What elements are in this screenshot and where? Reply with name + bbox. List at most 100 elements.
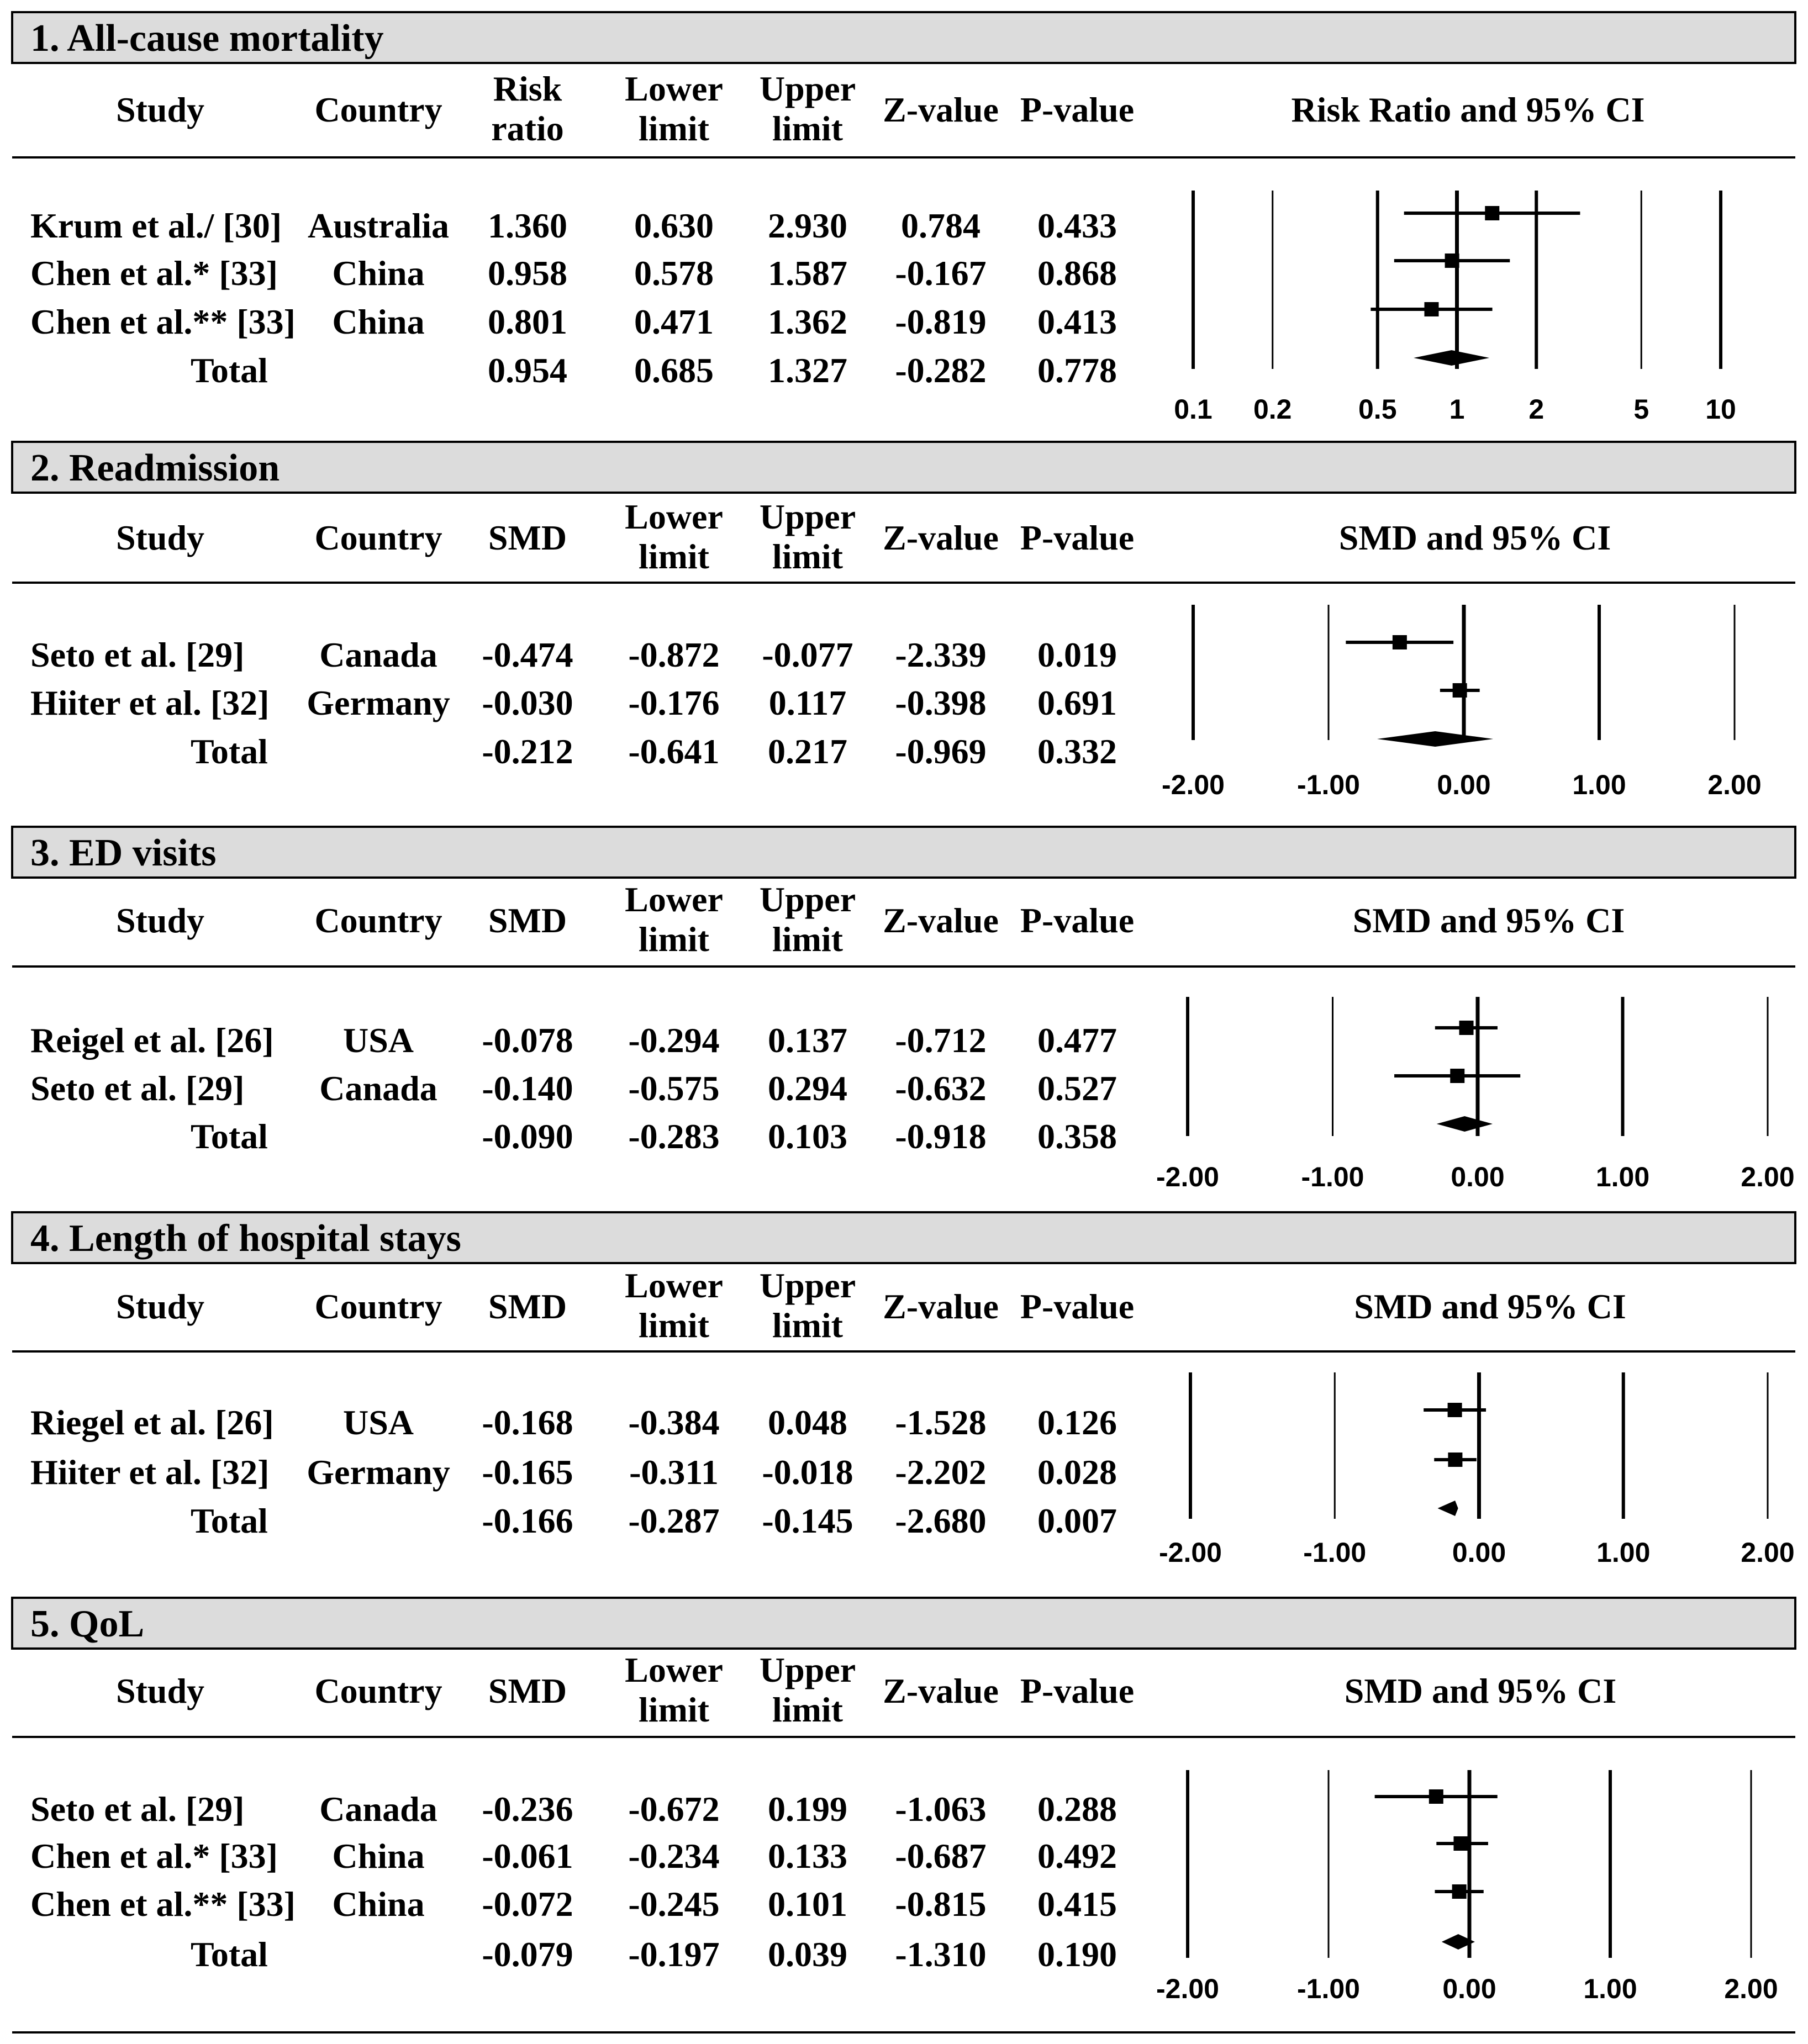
- p-value: 0.691: [1037, 683, 1117, 722]
- pooled-diamond: [1414, 350, 1490, 366]
- header-line: Risk: [493, 69, 562, 108]
- z-value: 0.784: [901, 206, 981, 245]
- tick-label: 0.5: [1358, 394, 1397, 425]
- study-name: Seto et al. [29]: [30, 635, 244, 674]
- point-estimate: [1392, 635, 1407, 649]
- tick-label: -2.00: [1156, 1973, 1219, 2004]
- p-value: 0.477: [1037, 1021, 1117, 1060]
- tick-label: -2.00: [1159, 1537, 1222, 1568]
- upper-limit-value: 2.930: [768, 206, 847, 245]
- tick-label: 1.00: [1572, 769, 1626, 800]
- tick-label: 2.00: [1724, 1973, 1778, 2004]
- header-line: Lower: [625, 1266, 723, 1305]
- lower-limit-value: -0.197: [628, 1935, 719, 1974]
- header-line: limit: [772, 1690, 844, 1729]
- country: Australia: [308, 206, 449, 245]
- header-study: Study: [116, 518, 204, 557]
- table-row: Riegel et al. [26] USA -0.168 -0.384 0.048 -1…: [30, 1403, 1117, 1442]
- total-label: Total: [191, 1501, 268, 1540]
- table-row: Seto et al. [29] Canada -0.140 -0.575 0.294 -…: [30, 1069, 1117, 1108]
- p-value: 0.126: [1037, 1403, 1117, 1442]
- total-label: Total: [191, 1935, 268, 1974]
- p-value: 0.413: [1037, 302, 1117, 341]
- header-line: Upper: [760, 69, 856, 108]
- tick-label: 2: [1528, 394, 1544, 425]
- header-country: Country: [314, 901, 442, 940]
- lower-limit-value: -0.384: [628, 1403, 719, 1442]
- header-line: Lower: [625, 880, 723, 919]
- header-country: Country: [314, 1671, 442, 1710]
- p-value: 0.019: [1037, 635, 1117, 674]
- header-line: Upper: [760, 1266, 856, 1305]
- tick-label: 0.1: [1174, 394, 1213, 425]
- lower-limit-value: 0.578: [634, 253, 714, 293]
- point-estimate: [1452, 1884, 1467, 1899]
- header-upper-limit: Upper limit: [760, 69, 856, 148]
- tick-label: 2.00: [1707, 769, 1761, 800]
- header-line: limit: [639, 1306, 710, 1345]
- pooled-diamond: [1441, 1934, 1475, 1950]
- header-study: Study: [116, 901, 204, 940]
- country: Germany: [307, 1453, 450, 1492]
- table-row: Chen et al.* [33] China -0.061 -0.234 0.133 -…: [30, 1836, 1117, 1876]
- header-z-value: Z-value: [883, 90, 999, 129]
- effect-value: 0.801: [488, 302, 567, 341]
- header-country: Country: [314, 1287, 442, 1326]
- tick-label: -1.00: [1297, 1973, 1360, 2004]
- section-title: 1. All-cause mortality: [30, 17, 384, 60]
- p-value: 0.028: [1037, 1453, 1117, 1492]
- header-line: Lower: [625, 497, 723, 536]
- total-row: Total -0.090 -0.283 0.103 -0.918 0.358: [191, 1117, 1117, 1156]
- section-band: [11, 826, 1796, 879]
- country: China: [332, 302, 424, 341]
- z-value: -1.310: [895, 1935, 986, 1974]
- country: China: [332, 253, 424, 293]
- table-row: Chen et al.** [33] China 0.801 0.471 1.362 -0…: [30, 302, 1117, 341]
- upper-limit-value: 1.587: [768, 253, 847, 293]
- header-effect: Risk ratio: [491, 69, 564, 148]
- point-estimate: [1448, 1453, 1463, 1467]
- header-lower-limit: Lower limit: [625, 1650, 723, 1729]
- header-line: limit: [772, 537, 844, 576]
- header-line: limit: [639, 920, 710, 959]
- p-value: 0.007: [1037, 1501, 1117, 1540]
- header-line: Upper: [760, 1650, 856, 1689]
- country: USA: [343, 1403, 414, 1442]
- country: USA: [343, 1021, 414, 1060]
- tick-label: 0.00: [1451, 1161, 1504, 1192]
- upper-limit-value: -0.145: [762, 1501, 853, 1540]
- pooled-diamond: [1436, 1116, 1493, 1132]
- effect-value: -0.072: [482, 1884, 573, 1924]
- study-name: Hiiter et al. [32]: [30, 1453, 269, 1492]
- section-band: [11, 441, 1796, 494]
- lower-limit-value: -0.245: [628, 1884, 719, 1924]
- study-name: Seto et al. [29]: [30, 1789, 244, 1829]
- header-effect: SMD: [488, 1287, 567, 1326]
- lower-limit-value: -0.234: [628, 1836, 719, 1876]
- tick-label: 1.00: [1596, 1161, 1649, 1192]
- lower-limit-value: 0.630: [634, 206, 714, 245]
- upper-limit-value: 0.133: [768, 1836, 847, 1876]
- header-effect: SMD: [488, 518, 567, 557]
- section-band: [11, 11, 1796, 64]
- z-value: -0.687: [895, 1836, 986, 1876]
- header-line: Lower: [625, 1650, 723, 1689]
- p-value: 0.288: [1037, 1789, 1117, 1829]
- effect-value: -0.166: [482, 1501, 573, 1540]
- study-name: Riegel et al. [26]: [30, 1403, 274, 1442]
- header-upper-limit: Upper limit: [760, 1266, 856, 1345]
- z-value: -0.712: [895, 1021, 986, 1060]
- header-lower-limit: Lower limit: [625, 1266, 723, 1345]
- effect-value: -0.090: [482, 1117, 573, 1156]
- tick-label: 0.00: [1437, 769, 1490, 800]
- section-title: 3. ED visits: [30, 832, 216, 874]
- header-country: Country: [314, 518, 442, 557]
- tick-label: 0.00: [1442, 1973, 1496, 2004]
- country: China: [332, 1884, 424, 1924]
- pooled-diamond: [1437, 1501, 1458, 1516]
- table-row: Krum et al./ [30] Australia 1.360 0.630 2.93…: [30, 206, 1117, 245]
- p-value: 0.332: [1037, 732, 1117, 771]
- header-effect: SMD: [488, 901, 567, 940]
- tick-label: -1.00: [1301, 1161, 1364, 1192]
